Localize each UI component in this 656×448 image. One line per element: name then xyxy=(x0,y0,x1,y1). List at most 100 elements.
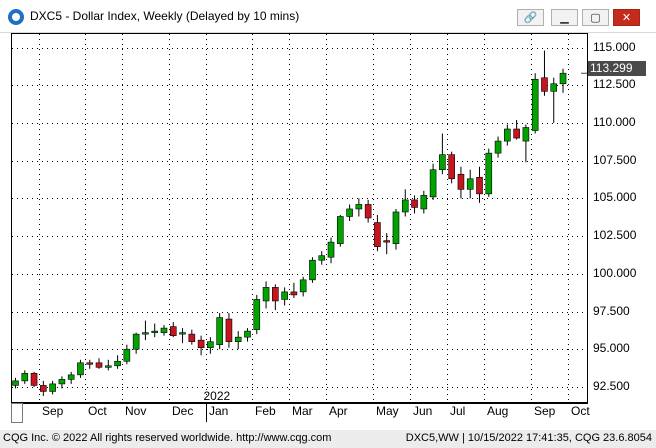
candle-body xyxy=(392,211,400,244)
candle-body xyxy=(299,279,307,293)
price-tick-label: 115.000 xyxy=(593,39,636,54)
candle-body xyxy=(476,176,483,195)
candle-body xyxy=(123,348,131,362)
candle-body xyxy=(401,199,409,213)
month-tick-label: May xyxy=(376,404,399,418)
candle-body xyxy=(253,299,261,330)
price-tick-label: 92.500 xyxy=(593,378,630,393)
candle-body xyxy=(114,360,121,367)
candle-body xyxy=(531,78,539,131)
month-tick-label: Sep xyxy=(534,404,556,418)
candle-body xyxy=(179,332,186,335)
candle-body xyxy=(40,385,47,392)
candle-body xyxy=(67,374,75,380)
candle-body xyxy=(188,333,196,342)
candle-body xyxy=(142,332,149,335)
candle-body xyxy=(448,154,455,180)
window-title: DXC5 - Dollar Index, Weekly (Delayed by … xyxy=(30,9,300,23)
maximize-icon: ▢ xyxy=(590,11,601,24)
candle-body xyxy=(151,330,158,333)
time-axis xyxy=(11,403,588,424)
candle-body xyxy=(95,362,103,368)
candle-body xyxy=(429,169,437,198)
candle-body xyxy=(160,327,168,333)
candle-body xyxy=(225,318,233,342)
candle-body xyxy=(420,195,428,210)
month-tick-label: Oct xyxy=(571,404,590,418)
candle-body xyxy=(522,127,530,142)
candle-body xyxy=(30,373,38,386)
link-button[interactable]: 🔗 xyxy=(517,9,544,26)
candle-body xyxy=(346,208,353,217)
candle-body xyxy=(541,77,548,92)
price-tick-label: 110.000 xyxy=(593,114,636,129)
candle-body xyxy=(262,287,270,302)
time-scroll-handle[interactable] xyxy=(11,403,23,423)
month-tick-label: Jan xyxy=(209,404,229,418)
month-tick-label: Sep xyxy=(42,404,64,418)
candle-body xyxy=(105,365,112,368)
candle-body xyxy=(49,383,56,392)
symbol-timestamp-text: DXC5,WW | 10/15/2022 17:41:35, CQG 23.6.… xyxy=(405,432,652,444)
candle-body xyxy=(383,240,391,243)
month-tick-label: Aug xyxy=(487,404,509,418)
candle-body xyxy=(327,241,335,258)
candle-body xyxy=(234,336,242,342)
close-button[interactable]: ✕ xyxy=(613,9,640,26)
candle-body xyxy=(457,173,465,190)
maximize-button[interactable]: ▢ xyxy=(582,9,609,26)
title-bar: DXC5 - Dollar Index, Weekly (Delayed by … xyxy=(0,0,656,33)
minimize-button[interactable]: ▁ xyxy=(551,9,578,26)
minimize-icon: ▁ xyxy=(560,11,569,24)
price-tick-label: 107.500 xyxy=(593,152,637,167)
price-tick-label: 97.500 xyxy=(593,303,630,318)
candle-body xyxy=(290,291,298,296)
candle-body xyxy=(466,178,474,190)
price-tick-label: 100.000 xyxy=(593,265,637,280)
candle-body xyxy=(336,216,344,244)
price-tick-label: 112.500 xyxy=(593,77,636,92)
status-footer: CQG Inc. © 2022 All rights reserved worl… xyxy=(0,430,656,448)
month-tick-label: Jul xyxy=(450,404,466,418)
cqg-app-icon xyxy=(8,9,24,25)
year-label: 2022 xyxy=(203,389,231,403)
candle-body xyxy=(58,379,66,385)
candle-body xyxy=(364,204,372,219)
candle-body xyxy=(485,152,493,195)
month-tick-label: Feb xyxy=(255,404,276,418)
price-tick-label: 105.000 xyxy=(593,190,637,205)
candle-body xyxy=(77,362,84,376)
candle-body xyxy=(197,339,205,349)
copyright-text: CQG Inc. © 2022 All rights reserved worl… xyxy=(3,432,332,444)
candle-body xyxy=(559,72,567,85)
month-tick-label: Oct xyxy=(88,404,107,418)
candle-body xyxy=(355,204,363,210)
price-tick-label: 95.000 xyxy=(593,341,630,356)
candle-body xyxy=(513,128,520,139)
candle-body xyxy=(309,259,316,281)
candle-body xyxy=(272,287,279,302)
candle-body xyxy=(411,199,418,208)
candle-body xyxy=(504,128,511,142)
candle-body xyxy=(132,333,140,350)
month-tick-label: Dec xyxy=(172,404,194,418)
link-icon: 🔗 xyxy=(523,11,538,24)
price-tick-label: 102.500 xyxy=(593,228,637,243)
candle-body xyxy=(281,291,288,300)
candle-body xyxy=(244,330,251,338)
candle-body xyxy=(494,140,502,154)
month-tick-label: Nov xyxy=(125,404,147,418)
close-icon: ✕ xyxy=(621,11,632,24)
candle-body xyxy=(374,222,381,247)
candle-body xyxy=(86,362,94,365)
candle-body xyxy=(21,373,29,382)
candle-body xyxy=(169,326,177,336)
candle-body xyxy=(216,317,223,345)
candle-body xyxy=(318,255,326,261)
candle-body xyxy=(207,341,214,349)
month-tick-label: Jun xyxy=(413,404,433,418)
last-price-label: 113.299 xyxy=(588,61,646,76)
chart-plot-area[interactable] xyxy=(11,33,588,403)
month-tick-label: Mar xyxy=(292,404,313,418)
